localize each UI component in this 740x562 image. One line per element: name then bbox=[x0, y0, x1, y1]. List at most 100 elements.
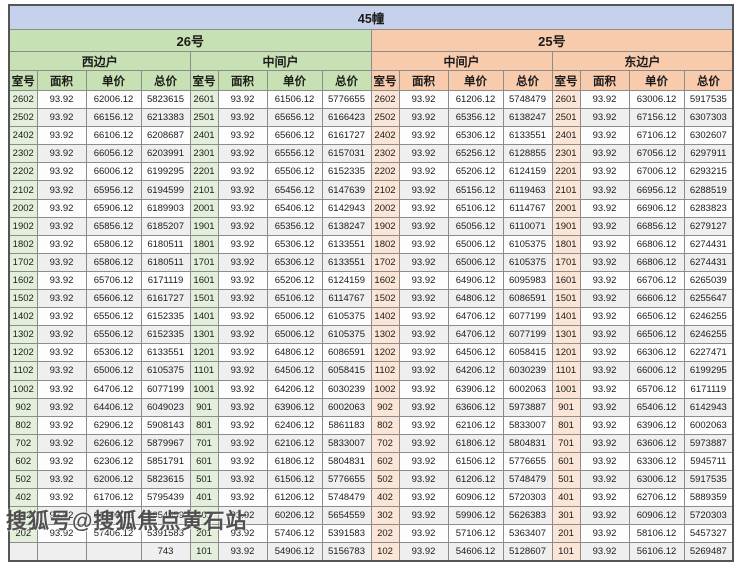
cell-total-price: 6213383 bbox=[140, 108, 191, 128]
cell-room: 1102 bbox=[370, 361, 400, 381]
table-row: 1402 93.92 65506.12 6152335 1401 93.92 65006.1… bbox=[8, 307, 734, 327]
price-table-body: 2602 93.92 62006.12 5823615 2601 93.92 61506.1… bbox=[8, 89, 734, 562]
cell-area: 93.92 bbox=[398, 126, 449, 146]
col-header-room: 室号 bbox=[551, 70, 581, 91]
cell-area: 93.92 bbox=[398, 506, 449, 526]
cell-area: 93.92 bbox=[579, 506, 630, 526]
cell-room: 2401 bbox=[189, 126, 219, 146]
cell-area: 93.92 bbox=[579, 542, 630, 562]
cell-area: 93.92 bbox=[579, 144, 630, 164]
cell-area: 93.92 bbox=[398, 361, 449, 381]
cell-unit-price: 65506.12 bbox=[266, 162, 323, 182]
table-row: 2302 93.92 66056.12 6203991 2301 93.92 65556.1… bbox=[8, 144, 734, 164]
price-table-sheet: 45幢 26号 25号 西边户 中间户 中间户 东边户 室号 面积 单价 总价 … bbox=[8, 4, 735, 562]
cell-unit-price: 61506.12 bbox=[266, 469, 323, 490]
cell-area: 93.92 bbox=[579, 451, 630, 471]
building-row: 26号 25号 bbox=[8, 29, 734, 52]
cell-unit-price: 63006.12 bbox=[628, 469, 685, 490]
section-middle-25: 中间户 bbox=[370, 51, 553, 71]
cell-unit-price: 61206.12 bbox=[447, 469, 504, 490]
col-header-total: 总价 bbox=[321, 70, 372, 91]
cell-area: 93.92 bbox=[36, 343, 87, 363]
cell-unit-price: 65406.12 bbox=[628, 397, 685, 417]
table-row: 902 93.92 64406.12 6049023 901 93.92 63906.12 6… bbox=[8, 397, 734, 417]
cell-area: 93.92 bbox=[36, 524, 87, 544]
cell-total-price: 6110071 bbox=[502, 216, 553, 236]
cell-area: 93.92 bbox=[579, 270, 630, 291]
section-middle-26: 中间户 bbox=[189, 51, 372, 71]
cell-room: 2502 bbox=[8, 108, 38, 128]
cell-area: 93.92 bbox=[398, 542, 449, 562]
cell-room: 2502 bbox=[370, 108, 400, 128]
cell-total-price: 6138247 bbox=[321, 216, 372, 236]
cell-room: 2402 bbox=[370, 126, 400, 146]
cell-unit-price: 65056.12 bbox=[447, 216, 504, 236]
cell-area: 93.92 bbox=[36, 307, 87, 327]
cell-area: 93.92 bbox=[579, 126, 630, 146]
table-row: 202 93.92 57406.12 5391583 201 93.92 57406.12 5… bbox=[8, 524, 734, 544]
cell-room: 1001 bbox=[189, 379, 219, 399]
cell-unit-price: 63006.12 bbox=[628, 89, 685, 110]
cell-area: 93.92 bbox=[398, 397, 449, 417]
cell-total-price: 5804831 bbox=[321, 451, 372, 471]
cell-room: 802 bbox=[8, 415, 38, 435]
cell-room: 2401 bbox=[551, 126, 581, 146]
cell-total-price: 6171119 bbox=[140, 270, 191, 291]
table-row: 2002 93.92 65906.12 6189903 2001 93.92 65406.1… bbox=[8, 198, 734, 218]
cell-room: 1601 bbox=[189, 270, 219, 291]
cell-area: 93.92 bbox=[217, 361, 268, 381]
cell-unit-price: 66956.12 bbox=[628, 180, 685, 200]
cell-total-price: 5908143 bbox=[140, 415, 191, 435]
cell-unit-price: 61506.12 bbox=[447, 451, 504, 471]
table-row: 2602 93.92 62006.12 5823615 2601 93.92 61506.1… bbox=[8, 89, 734, 110]
cell-unit-price: 66306.12 bbox=[628, 343, 685, 363]
cell-area: 93.92 bbox=[36, 126, 87, 146]
cell-room: 902 bbox=[370, 397, 400, 417]
cell-unit-price: 62706.12 bbox=[628, 488, 685, 508]
cell-unit-price: 64806.12 bbox=[447, 289, 504, 309]
cell-unit-price: 67106.12 bbox=[628, 126, 685, 146]
cell-total-price: 6105375 bbox=[140, 361, 191, 381]
cell-room: 602 bbox=[8, 451, 38, 471]
cell-total-price: 6133551 bbox=[502, 126, 553, 146]
cell-area: 93.92 bbox=[217, 506, 268, 526]
cell-area: 93.92 bbox=[36, 289, 87, 309]
cell-room: 802 bbox=[370, 415, 400, 435]
cell-total-price: 5973887 bbox=[502, 397, 553, 417]
section-west-26: 西边户 bbox=[8, 51, 191, 71]
cell-unit-price bbox=[85, 542, 142, 562]
cell-room: 1502 bbox=[370, 289, 400, 309]
cell-area: 93.92 bbox=[398, 234, 449, 254]
cell-total-price: 5889359 bbox=[683, 488, 734, 508]
cell-total-price: 6203991 bbox=[140, 144, 191, 164]
cell-unit-price: 66156.12 bbox=[85, 108, 142, 128]
cell-total-price: 6128855 bbox=[502, 144, 553, 164]
cell-room: 101 bbox=[189, 542, 219, 562]
cell-room: 1701 bbox=[189, 252, 219, 272]
cell-area: 93.92 bbox=[579, 343, 630, 363]
cell-unit-price: 65706.12 bbox=[85, 270, 142, 291]
cell-total-price: 5879967 bbox=[140, 433, 191, 453]
cell-area: 93.92 bbox=[579, 488, 630, 508]
cell-room: 2201 bbox=[551, 162, 581, 182]
cell-total-price: 5776655 bbox=[321, 469, 372, 490]
cell-unit-price: 66606.12 bbox=[628, 289, 685, 309]
cell-total-price: 6002063 bbox=[321, 397, 372, 417]
cell-total-price: 5128607 bbox=[502, 542, 553, 562]
cell-room: 102 bbox=[370, 542, 400, 562]
cell-area: 93.92 bbox=[398, 488, 449, 508]
cell-unit-price: 65656.12 bbox=[266, 108, 323, 128]
cell-room: 1901 bbox=[189, 216, 219, 236]
cell-unit-price: 60906.12 bbox=[447, 488, 504, 508]
table-row: 702 93.92 62606.12 5879967 701 93.92 62106.12 5… bbox=[8, 433, 734, 453]
cell-unit-price: 62906.12 bbox=[85, 415, 142, 435]
cell-room: 2102 bbox=[370, 180, 400, 200]
cell-unit-price: 65006.12 bbox=[266, 325, 323, 345]
cell-total-price: 6283823 bbox=[683, 198, 734, 218]
cell-unit-price: 61806.12 bbox=[266, 451, 323, 471]
cell-area: 93.92 bbox=[36, 469, 87, 490]
cell-area: 93.92 bbox=[217, 270, 268, 291]
cell-room: 1202 bbox=[8, 343, 38, 363]
cell-total-price: 5748479 bbox=[502, 89, 553, 110]
cell-area: 93.92 bbox=[579, 361, 630, 381]
